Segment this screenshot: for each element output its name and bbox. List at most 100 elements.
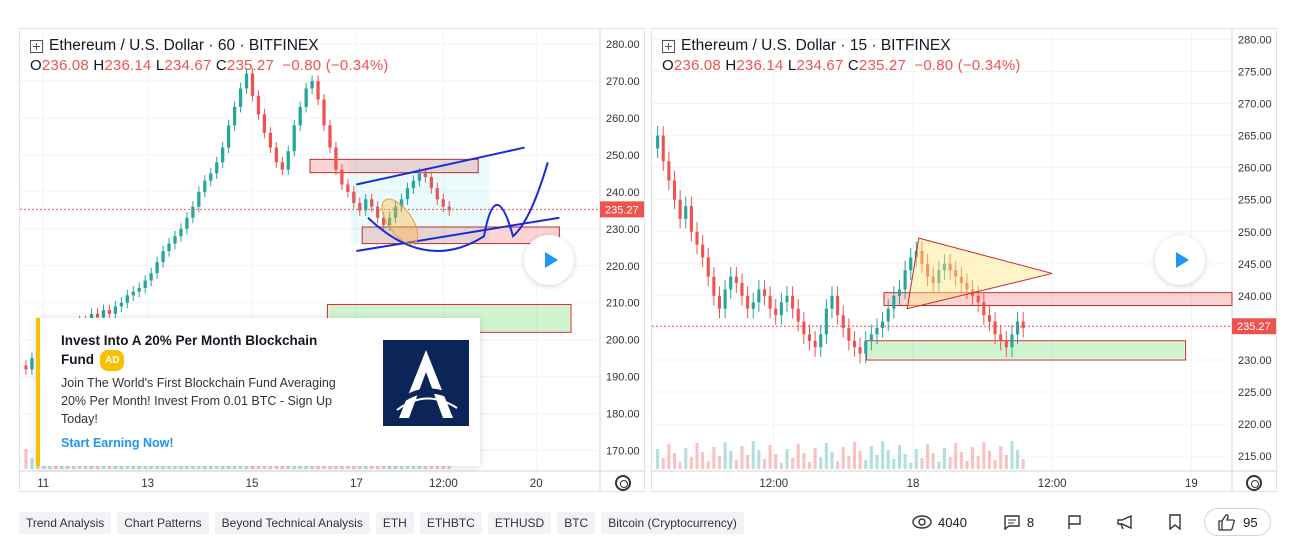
candle[interactable] [768, 295, 772, 309]
candle[interactable] [125, 295, 129, 303]
tag-1[interactable]: Chart Patterns [117, 512, 209, 534]
candle[interactable] [191, 206, 195, 218]
add-symbol-icon[interactable] [662, 39, 675, 53]
triangle-pattern[interactable] [906, 237, 1053, 310]
candle[interactable] [937, 270, 941, 284]
ad-title-text[interactable]: Invest Into A 20% Per Month Blockchain F… [61, 333, 318, 367]
ad-title[interactable]: Invest Into A 20% Per Month Blockchain F… [61, 331, 351, 371]
drawing-path[interactable] [367, 162, 549, 252]
tag-2[interactable]: Beyond Technical Analysis [214, 512, 370, 534]
candle[interactable] [909, 257, 913, 271]
candle[interactable] [807, 334, 812, 341]
candle[interactable] [796, 308, 800, 322]
candle[interactable] [875, 327, 879, 335]
candle[interactable] [411, 180, 416, 189]
candle[interactable] [892, 295, 896, 309]
tag-0[interactable]: Trend Analysis [19, 512, 112, 534]
candle[interactable] [959, 276, 963, 284]
candle[interactable] [226, 125, 231, 148]
candle[interactable] [734, 276, 738, 284]
candle[interactable] [131, 291, 135, 296]
candle[interactable] [746, 295, 750, 309]
candle[interactable] [441, 199, 445, 207]
candle[interactable] [262, 114, 267, 133]
candle[interactable] [987, 315, 992, 322]
candle[interactable] [948, 263, 952, 271]
candle[interactable] [684, 206, 688, 219]
candle[interactable] [1010, 334, 1014, 348]
candle[interactable] [869, 334, 873, 341]
candle[interactable] [757, 289, 761, 303]
candle[interactable] [965, 283, 969, 290]
candle[interactable] [238, 88, 243, 107]
candle[interactable] [197, 191, 201, 207]
candle[interactable] [179, 228, 183, 237]
candle[interactable] [903, 270, 907, 290]
candle[interactable] [292, 125, 296, 152]
candle[interactable] [310, 81, 314, 89]
candle[interactable] [113, 306, 118, 314]
trendline-upper[interactable] [356, 146, 525, 186]
ad-cta-link[interactable]: Start Earning Now! [61, 436, 174, 450]
gear-icon[interactable] [1246, 475, 1262, 491]
bookmark-button[interactable] [1168, 514, 1182, 530]
candle[interactable] [695, 231, 699, 245]
candle[interactable] [334, 147, 338, 170]
candle[interactable] [819, 334, 823, 348]
candle[interactable] [774, 308, 778, 316]
candle[interactable] [256, 95, 261, 115]
candle[interactable] [137, 287, 141, 292]
candle[interactable] [881, 321, 885, 328]
candle[interactable] [155, 262, 159, 274]
candle[interactable] [280, 162, 284, 170]
candle[interactable] [999, 334, 1003, 341]
candle[interactable] [976, 295, 980, 303]
candle[interactable] [417, 173, 422, 181]
candle[interactable] [942, 263, 947, 271]
candle[interactable] [215, 162, 219, 174]
candle[interactable] [802, 321, 806, 335]
candle[interactable] [847, 327, 851, 341]
gear-icon[interactable] [615, 475, 631, 491]
candle[interactable] [661, 135, 665, 162]
candle[interactable] [185, 217, 189, 229]
candle[interactable] [30, 358, 34, 370]
candle[interactable] [304, 88, 308, 107]
ad-logo-icon[interactable] [383, 340, 469, 426]
candle[interactable] [370, 199, 374, 207]
candle[interactable] [830, 295, 834, 309]
candle[interactable] [405, 188, 410, 200]
zone-box[interactable] [309, 158, 479, 174]
chart-panel-right[interactable]: 280.00 275.00 270.00 265.00 260.00 255.00 250.… [651, 28, 1277, 492]
chart-right[interactable]: 280.00 275.00 270.00 265.00 260.00 255.00 250.… [652, 29, 1277, 492]
candle[interactable] [316, 81, 320, 100]
candle[interactable] [107, 310, 112, 314]
zone-box[interactable] [361, 226, 560, 245]
candle[interactable] [352, 191, 356, 203]
trendline-lower[interactable] [356, 216, 560, 252]
candle[interactable] [1004, 340, 1008, 348]
candle[interactable] [423, 173, 427, 178]
candle[interactable] [232, 106, 237, 126]
candle[interactable] [824, 308, 828, 335]
candle[interactable] [1016, 321, 1020, 335]
candle[interactable] [346, 184, 350, 192]
candle[interactable] [387, 217, 392, 226]
candle[interactable] [244, 73, 249, 89]
candle[interactable] [791, 295, 795, 309]
candle[interactable] [852, 340, 857, 348]
candle[interactable] [836, 295, 840, 316]
play-icon[interactable] [524, 235, 574, 285]
candle[interactable] [751, 302, 755, 309]
candle[interactable] [926, 263, 930, 277]
candle[interactable] [119, 302, 123, 307]
candle[interactable] [717, 295, 722, 309]
candle[interactable] [340, 169, 344, 185]
candle[interactable] [886, 308, 890, 322]
candle[interactable] [298, 106, 302, 126]
candle[interactable] [897, 289, 902, 296]
candle[interactable] [993, 321, 997, 335]
candle[interactable] [1021, 321, 1025, 328]
zone-box[interactable] [883, 292, 1233, 307]
ad-card[interactable]: Invest Into A 20% Per Month Blockchain F… [36, 318, 480, 466]
